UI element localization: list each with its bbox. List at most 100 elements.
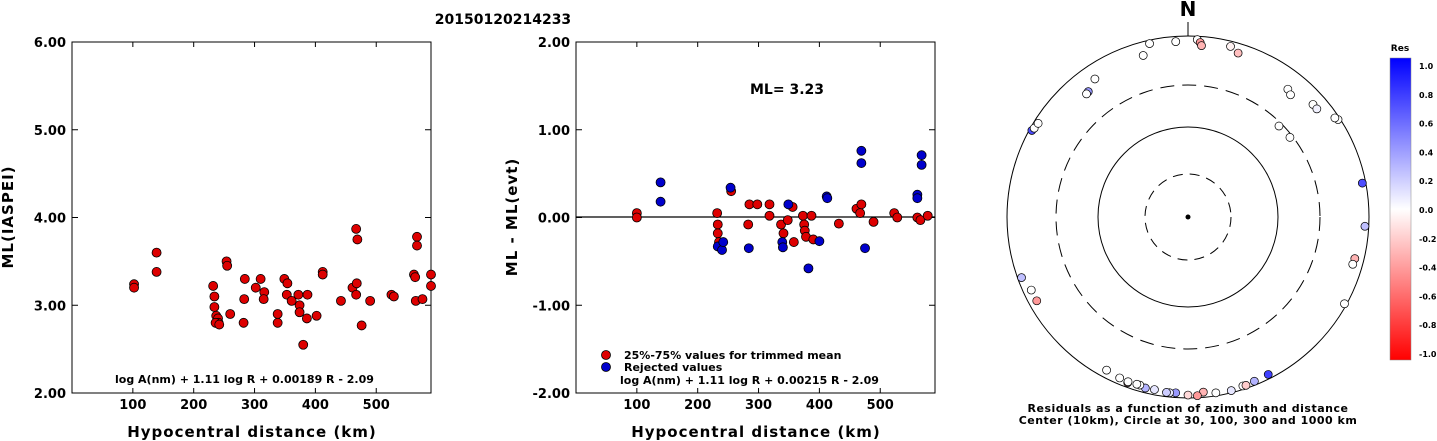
station-marker [1348,259,1358,269]
accepted-point [778,228,789,239]
ring-30km [1144,173,1232,261]
legend-accepted-marker [601,350,611,360]
accepted-point [855,208,866,219]
ml-point [351,224,362,234]
residual-colorbar: Res 1.0 0.8 0.6 0.4 0.2 0.0 -0.2 -0.4 -0.6 -0.8 -1… [1389,44,1437,361]
station-marker [1193,391,1202,401]
station-marker [1183,390,1193,400]
colorbar-tick-label: -0.6 [1419,292,1437,301]
station-marker [1241,380,1251,390]
x-tick-label: 200 [684,398,711,413]
ml-point [336,295,346,306]
ml-point [209,302,220,312]
figure-title: 20150120214233 [435,12,571,28]
ring-300km [1055,84,1321,350]
y-tick-label: -2.00 [533,387,570,402]
accepted-point [712,208,723,219]
plot2-x-ticks: 100 200 300 400 500 [623,42,894,413]
plot1-formula: log A(nm) + 1.11 log R + 0.00189 R - 2.0… [115,373,374,386]
accepted-point [868,216,879,227]
ml-point [356,320,367,331]
station-marker [1250,376,1259,386]
ml-point [412,231,422,242]
station-marker [1132,379,1142,389]
station-marker [1123,377,1133,387]
ml-point [129,282,139,293]
ml-point [286,295,297,306]
plot2-y-label: ML - ML(evt) [503,158,521,276]
rejected-point [718,237,729,247]
ml-point [258,294,269,305]
accepted-point [856,199,867,210]
accepted-point [712,228,723,239]
station-marker [1226,42,1235,51]
ml-point [301,313,312,324]
ml-point [294,307,305,318]
rejected-point [743,243,754,254]
rejected-point [655,177,666,188]
ml-point [238,317,249,328]
station-marker [1026,285,1036,295]
ml-point [426,269,436,280]
station-marker [1233,48,1243,58]
rejected-point [783,199,794,210]
ml-point [293,289,304,300]
x-tick-label: 200 [180,398,207,413]
plot1-y-label: ML(IASPEI) [0,165,17,268]
ml-value-label: ML= 3.23 [750,82,824,98]
colorbar-gradient [1389,57,1412,361]
rejected-point [822,193,833,204]
station-marker [1032,296,1042,306]
ml-point [426,281,436,291]
station-marker [1357,178,1367,188]
accepted-point [806,210,817,221]
plot2-formula: log A(nm) + 1.11 log R + 0.00215 R - 2.0… [620,374,879,387]
accepted-point [776,219,786,230]
ring-100km [1097,126,1279,308]
ml-point [255,274,266,284]
y-tick-label: 2.00 [538,36,570,51]
station-marker [1138,51,1148,60]
accepted-point [922,210,933,221]
accepted-point [833,218,844,229]
ml-point [317,269,328,280]
accepted-point [764,199,775,210]
accepted-point [788,237,799,247]
plot1-frame [71,41,432,394]
x-tick-label: 300 [745,398,772,413]
x-tick-label: 300 [241,398,268,413]
x-tick-label: 500 [867,398,894,413]
station-marker [1330,113,1340,123]
ml-point [151,247,162,258]
accepted-point [764,210,775,221]
ml-point [412,240,422,251]
station-marker [1226,386,1236,395]
ml-point [302,289,313,300]
colorbar-tick-label: 1.0 [1419,62,1434,71]
station-marker [1150,385,1159,394]
y-tick-label: 6.00 [34,36,66,51]
colorbar-tick-label: 0.8 [1419,91,1434,100]
accepted-point [915,215,926,226]
rejected-point [725,182,736,193]
ml-point [388,291,399,302]
ml-point [282,278,293,289]
y-tick-label: 4.00 [34,212,66,227]
y-tick-label: 0.00 [538,212,570,227]
ml-point [410,272,421,283]
ml-point [272,317,283,328]
legend-rejected-marker [601,362,611,372]
y-tick-label: 1.00 [538,124,570,139]
ml-point [250,282,261,293]
polar-caption-line2: Center (10km), Circle at 30, 100, 300 an… [1019,414,1358,427]
ml-point [352,234,363,245]
plot1-x-ticks: 100 200 300 400 500 [119,42,390,413]
station-marker [1162,388,1171,397]
ml-point [209,291,220,302]
ml-residual-panel: 100 200 300 400 500 -2.00 -1.00 0.00 1.00 2.00 M… [503,36,936,441]
colorbar-tick-label: 0.4 [1419,148,1434,157]
station-marker [1082,89,1091,99]
rejected-point [814,236,825,247]
x-tick-label: 500 [363,398,390,413]
y-tick-label: 2.00 [34,387,66,402]
